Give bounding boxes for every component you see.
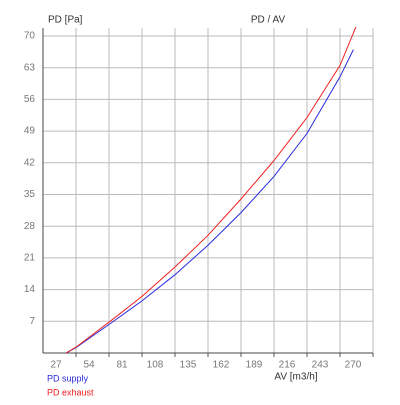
legend-entry: PD exhaust (47, 387, 94, 397)
y-tick-label: 49 (24, 126, 36, 137)
x-tick-label: 108 (147, 360, 164, 371)
x-tick-label: 189 (246, 360, 263, 371)
y-tick-label: 28 (24, 221, 36, 232)
x-tick-label: 135 (180, 360, 197, 371)
y-tick-label: 56 (24, 94, 36, 105)
series-line (65, 26, 357, 354)
x-axis-label: AV [m3/h] (274, 372, 317, 383)
x-tick-label: 54 (83, 360, 95, 371)
x-tick-label: 243 (312, 360, 329, 371)
y-tick-label: 7 (29, 316, 35, 327)
x-tick-label: 162 (213, 360, 230, 371)
y-tick-label: 70 (24, 31, 36, 42)
y-tick-label: 63 (24, 62, 36, 73)
y-tick-label: 14 (24, 284, 36, 295)
x-tick-label: 27 (50, 360, 62, 371)
y-tick-label: 21 (24, 253, 36, 264)
series-line (65, 49, 354, 354)
y-tick-label: 35 (24, 189, 36, 200)
legend-entry: PD supply (47, 373, 89, 383)
x-tick-label: 270 (345, 360, 362, 371)
y-axis-label: PD [Pa] (48, 15, 83, 26)
chart-title: PD / AV (251, 15, 286, 26)
x-tick-label: 216 (279, 360, 296, 371)
y-tick-label: 42 (24, 157, 36, 168)
x-tick-label: 81 (116, 360, 128, 371)
